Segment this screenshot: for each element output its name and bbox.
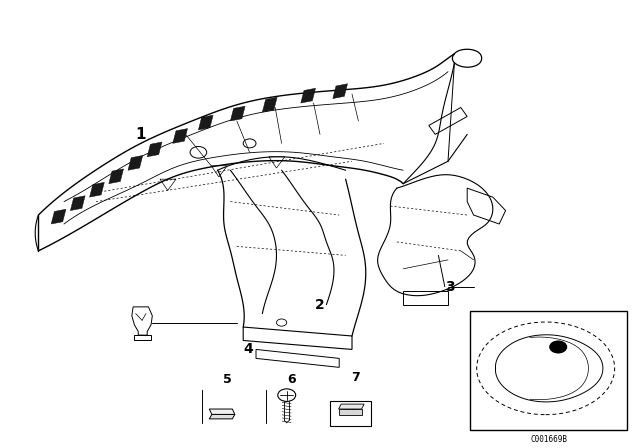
Text: 4: 4	[243, 342, 253, 357]
Polygon shape	[90, 182, 104, 197]
Polygon shape	[198, 115, 213, 130]
Text: 6: 6	[287, 373, 296, 386]
Polygon shape	[147, 142, 162, 157]
Polygon shape	[128, 155, 143, 170]
Polygon shape	[109, 169, 124, 184]
Text: 3: 3	[445, 280, 454, 294]
Text: 7: 7	[351, 371, 360, 384]
Polygon shape	[51, 209, 66, 224]
Bar	[470, 311, 627, 430]
Text: 2: 2	[315, 297, 325, 312]
Polygon shape	[262, 97, 277, 112]
Polygon shape	[70, 196, 85, 211]
Text: 5: 5	[223, 373, 232, 386]
Polygon shape	[173, 129, 188, 143]
Polygon shape	[301, 88, 316, 103]
Polygon shape	[333, 84, 348, 99]
Polygon shape	[209, 414, 235, 419]
Polygon shape	[230, 106, 245, 121]
Text: C001669B: C001669B	[531, 435, 567, 444]
Circle shape	[550, 341, 566, 353]
Bar	[330, 401, 371, 426]
Text: 1: 1	[136, 127, 146, 142]
Polygon shape	[339, 409, 362, 415]
Polygon shape	[209, 409, 235, 414]
Polygon shape	[339, 404, 364, 409]
